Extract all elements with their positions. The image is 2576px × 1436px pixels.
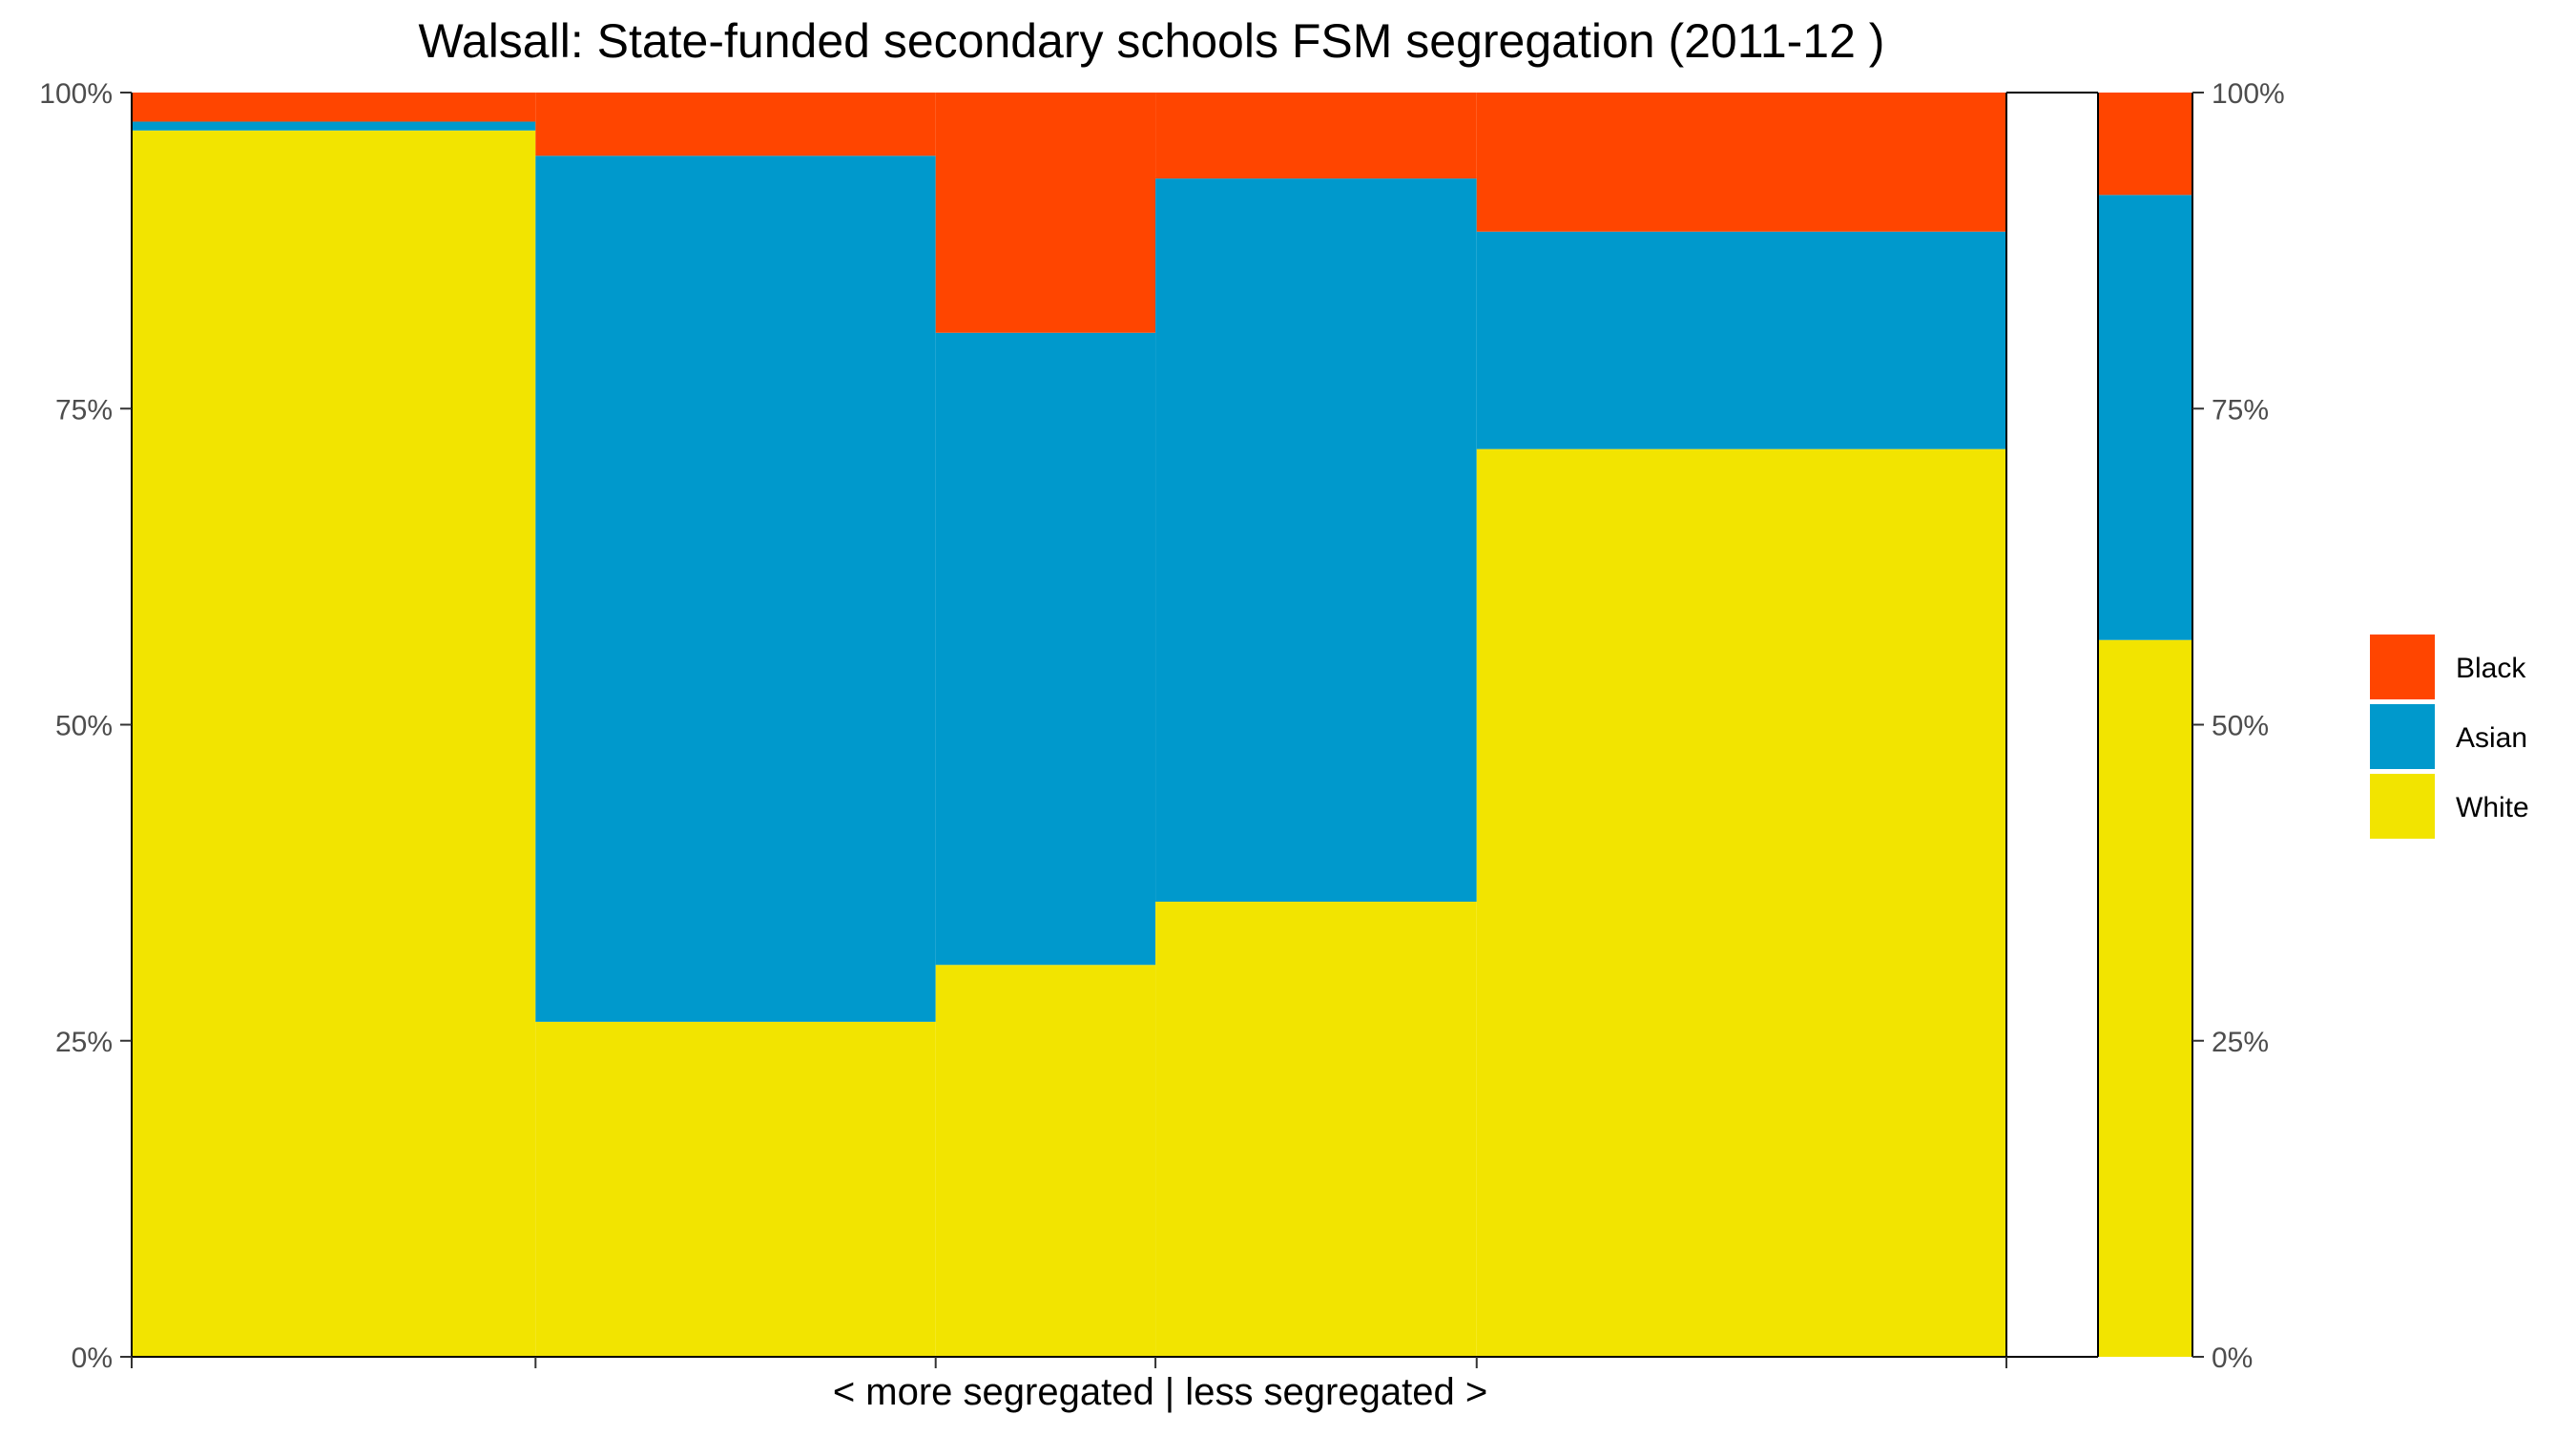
chart-title: Walsall: State-funded secondary schools … [419,14,1885,68]
y-tick-label-right: 75% [2212,394,2269,426]
y-tick-label-right: 100% [2212,78,2285,110]
bar-segment-white-group-4 [1155,902,1477,1357]
legend-swatch-white [2370,774,2435,839]
legend: Black Asian White [2370,635,2529,839]
y-tick-label-right: 50% [2212,711,2269,742]
x-axis-title: < more segregated | less segregated > [833,1371,1487,1413]
bar-segment-black-overall [2098,93,2192,196]
y-tick-label-left: 50% [55,711,113,742]
legend-label-white: White [2456,792,2529,823]
y-tick-label-left: 100% [39,78,113,110]
bar-segment-black-group-2 [535,93,936,156]
bar-segment-asian-group-5 [1476,231,2006,449]
bar-segment-white-group-5 [1476,448,2006,1357]
bar-segment-white-group-1 [132,130,536,1357]
legend-label-black: Black [2456,653,2526,684]
bar-segment-black-group-4 [1155,93,1477,179]
y-tick-label-left: 0% [72,1342,113,1374]
bar-segment-black-group-1 [132,93,536,122]
bar-segment-black-group-5 [1476,93,2006,232]
bar-segment-asian-group-1 [132,121,536,131]
axes: 0% 0% 25% 25% 50% 50% 75% 75% 100% 100% [39,78,2284,1374]
bar-segment-asian-group-2 [535,156,936,1022]
legend-label-asian: Asian [2456,722,2527,754]
bar-segment-asian-group-3 [935,332,1156,966]
bar-segment-white-group-3 [935,965,1156,1357]
bar-segment-white-overall [2098,639,2192,1357]
bar-segment-white-group-2 [535,1021,936,1357]
plot-area [132,93,2192,1357]
y-tick-label-left: 25% [55,1027,113,1058]
bar-segment-asian-group-4 [1155,178,1477,903]
y-tick-label-right: 0% [2212,1342,2253,1374]
y-tick-label-left: 75% [55,394,113,426]
bar-segment-asian-overall [2098,195,2192,640]
legend-swatch-asian [2370,704,2435,769]
legend-swatch-black [2370,635,2435,699]
y-tick-label-right: 25% [2212,1027,2269,1058]
bar-segment-black-group-3 [935,93,1156,333]
